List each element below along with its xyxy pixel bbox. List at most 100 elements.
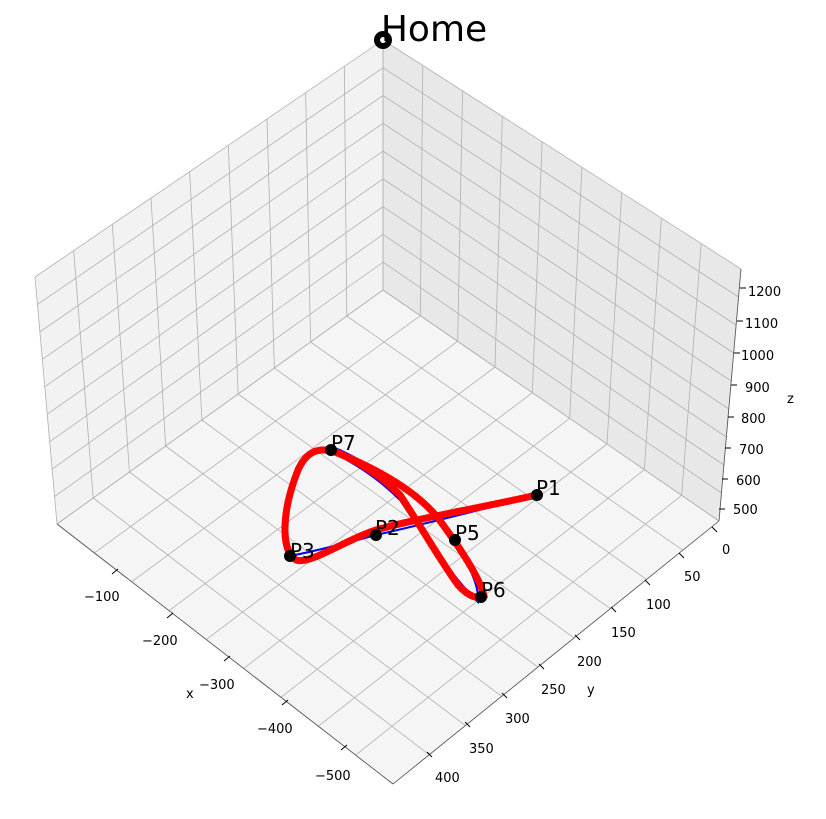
grid-line-right-vertical [643, 218, 662, 470]
trajectory-marker [301, 454, 309, 462]
trajectory-marker [458, 585, 466, 593]
grid-line-right-horizontal [382, 178, 729, 410]
grid-line-right-vertical [531, 141, 543, 393]
home-marker-center [380, 37, 386, 43]
grid-line-right-vertical [681, 243, 702, 496]
x-tick-mark [223, 655, 231, 662]
grid-line-floor-x [274, 367, 611, 609]
trajectory-marker [439, 521, 448, 530]
x-tick-label: −400 [257, 722, 293, 737]
trajectory-marker [447, 571, 455, 579]
grid-line-left-horizontal [37, 67, 384, 305]
grid-line-floor-y [243, 418, 570, 669]
trajectory-marker [281, 515, 289, 523]
y-tick-label: 250 [541, 683, 566, 698]
y-axis-label: y [587, 683, 595, 698]
point-label-p3: P3 [290, 539, 315, 563]
trajectory-marker [454, 581, 462, 589]
y-tick-label: 0 [722, 543, 730, 558]
trajectory-marker [409, 511, 417, 519]
grid-line-left-vertical [227, 145, 239, 395]
trajectory-marker [516, 495, 524, 503]
grid-line-left-vertical [34, 276, 58, 525]
trajectory-marker [284, 498, 292, 506]
y-tick-mark [574, 634, 581, 641]
z-tick-label: 1000 [741, 349, 774, 364]
trajectory-marker [281, 533, 289, 541]
point-label-p5: P5 [455, 521, 480, 545]
z-axis-ticks: 500 600 700 800 900 1000 1100 1200 [719, 285, 781, 518]
z-tick-label: 1100 [745, 317, 778, 332]
y-tick-mark [464, 721, 471, 728]
grid-line-left-vertical [111, 224, 130, 473]
trajectory-marker [504, 497, 512, 505]
point-marker-p2 [370, 529, 382, 541]
y-tick-mark [678, 552, 685, 559]
y-tick-mark [426, 751, 433, 758]
trajectory-marker [392, 487, 400, 495]
grid-line-left-vertical [73, 250, 94, 499]
trajectory-marker [428, 508, 437, 516]
z-tick-label: 800 [741, 412, 766, 427]
trajectory-marker [456, 546, 464, 554]
trajectory-marker [440, 561, 449, 569]
trajectory-marker [458, 507, 466, 515]
y-tick-label: 400 [435, 771, 460, 786]
grid-line-right-vertical [606, 192, 623, 445]
x-tick-mark [166, 612, 174, 619]
grid-line-floor-x [201, 419, 539, 668]
trajectory-marker [298, 459, 306, 467]
grid-lines [34, 39, 742, 785]
trajectory-marker [425, 536, 433, 545]
trajectory-marker [521, 493, 530, 502]
y-tick-mark [501, 692, 508, 699]
x-axis-label: x [186, 687, 194, 702]
trajectory-marker [392, 478, 400, 486]
point-marker-p7 [325, 444, 337, 456]
trajectory-marker [487, 501, 495, 509]
trajectory-marker [444, 566, 452, 574]
grid-line-floor-x [346, 315, 684, 551]
trajectory-marker [283, 503, 291, 512]
grid-line-floor-y [168, 366, 496, 611]
point-marker-p3 [284, 550, 296, 562]
point-label-p6: P6 [481, 578, 506, 602]
y-tick-mark [644, 579, 651, 586]
trajectory-marker [403, 501, 411, 509]
trajectory-marker [397, 481, 405, 490]
trajectory-marker [399, 496, 408, 504]
trajectory-marker [401, 485, 410, 493]
grid-line-floor-x [237, 393, 575, 639]
trajectory-marker [369, 469, 377, 477]
trajectory-marker [450, 576, 459, 584]
y-tick-mark [711, 526, 718, 533]
grid-line-floor-x [129, 471, 466, 726]
point-label-p7: P7 [331, 431, 356, 455]
grid-line-right-vertical [569, 167, 583, 419]
x-tick-label: −300 [199, 678, 235, 693]
pane-floor [57, 290, 719, 784]
trajectory-marker [388, 521, 397, 530]
trajectory-marker [423, 514, 431, 522]
grid-line-left-vertical [343, 66, 348, 317]
trajectory-marker [418, 526, 427, 534]
grid-line-floor-y [206, 392, 533, 640]
trajectory-marker [379, 476, 387, 484]
grid-line-left-vertical [305, 92, 311, 343]
trajectory-marker [388, 483, 396, 491]
trajectory-marker [436, 517, 444, 525]
trajectory-marker [281, 527, 289, 535]
y-tick-label: 200 [577, 655, 602, 670]
y-tick-label: 300 [505, 712, 530, 727]
key-points: P1 P2 P3 P5 P6 P7 [284, 31, 561, 603]
trajectory-marker [411, 492, 419, 500]
trajectory-marker [464, 505, 472, 514]
grid-line-right-vertical [494, 116, 503, 368]
trajectory-marker [383, 523, 391, 531]
grid-line-left-horizontal [42, 123, 384, 360]
grid-line-floor-x [310, 341, 647, 580]
trajectory-marker [311, 447, 319, 455]
grid-line-left-horizontal [49, 206, 384, 442]
grid-line-right-horizontal [382, 67, 739, 298]
trajectory-marker [301, 556, 309, 564]
